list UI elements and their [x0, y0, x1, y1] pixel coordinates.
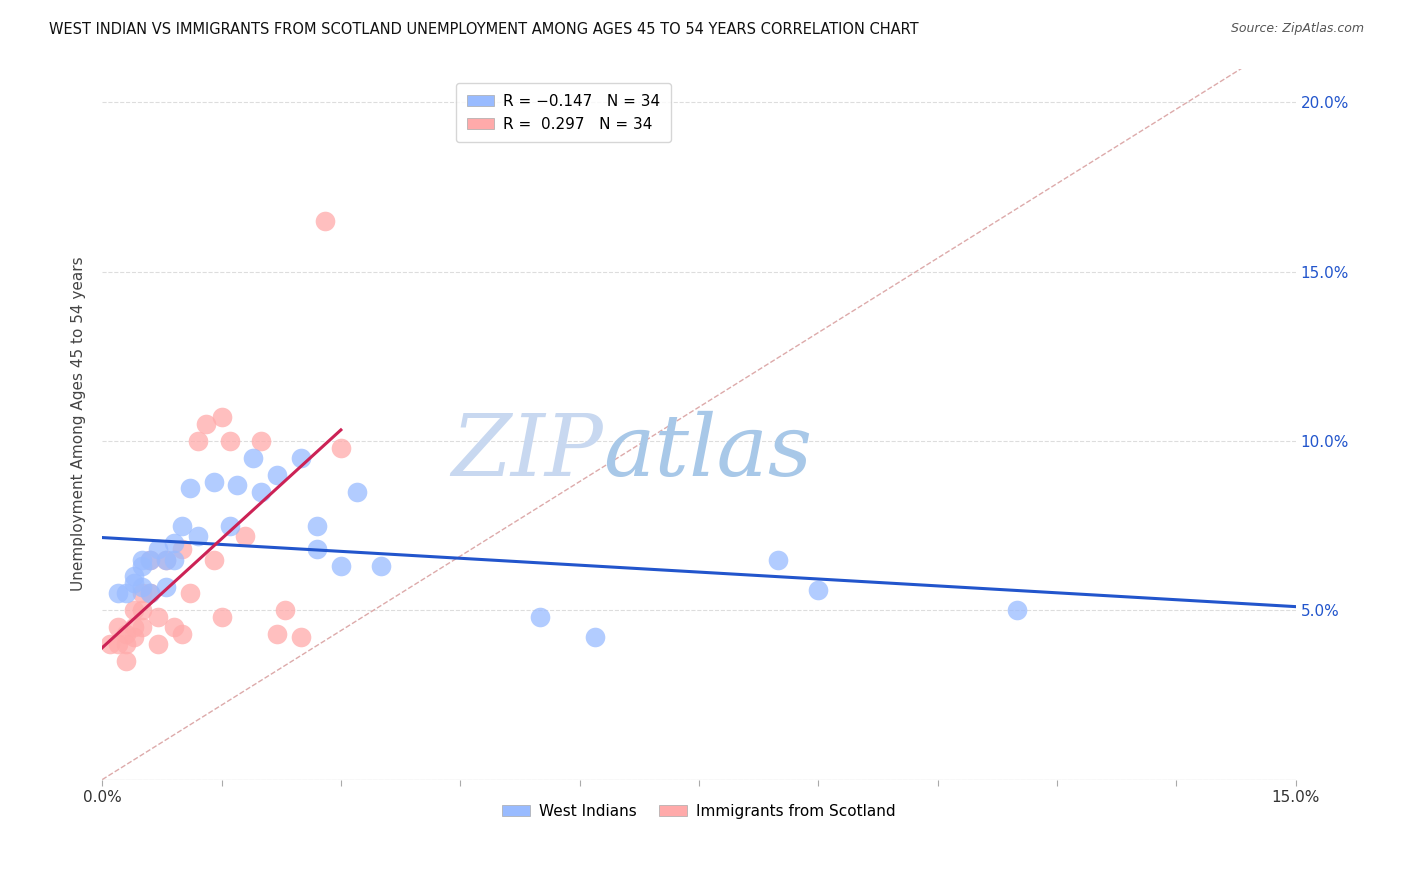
Text: Source: ZipAtlas.com: Source: ZipAtlas.com	[1230, 22, 1364, 36]
Point	[139, 586, 162, 600]
Point	[250, 484, 273, 499]
Point	[131, 559, 153, 574]
Point	[170, 627, 193, 641]
Point	[529, 610, 551, 624]
Point	[139, 552, 162, 566]
Point	[170, 542, 193, 557]
Point	[266, 467, 288, 482]
Point	[115, 637, 138, 651]
Point	[131, 580, 153, 594]
Point	[211, 610, 233, 624]
Point	[1005, 603, 1028, 617]
Point	[218, 434, 240, 448]
Point	[187, 434, 209, 448]
Point	[155, 580, 177, 594]
Point	[122, 576, 145, 591]
Point	[202, 475, 225, 489]
Point	[329, 559, 352, 574]
Point	[139, 586, 162, 600]
Point	[131, 603, 153, 617]
Point	[274, 603, 297, 617]
Point	[170, 518, 193, 533]
Text: WEST INDIAN VS IMMIGRANTS FROM SCOTLAND UNEMPLOYMENT AMONG AGES 45 TO 54 YEARS C: WEST INDIAN VS IMMIGRANTS FROM SCOTLAND …	[49, 22, 920, 37]
Point	[122, 569, 145, 583]
Point	[163, 620, 186, 634]
Point	[807, 582, 830, 597]
Point	[266, 627, 288, 641]
Point	[242, 450, 264, 465]
Point	[115, 586, 138, 600]
Point	[218, 518, 240, 533]
Point	[768, 552, 790, 566]
Y-axis label: Unemployment Among Ages 45 to 54 years: Unemployment Among Ages 45 to 54 years	[72, 257, 86, 591]
Point	[146, 542, 169, 557]
Point	[290, 631, 312, 645]
Point	[226, 478, 249, 492]
Point	[139, 552, 162, 566]
Point	[163, 552, 186, 566]
Text: atlas: atlas	[603, 411, 813, 494]
Point	[131, 620, 153, 634]
Point	[107, 586, 129, 600]
Point	[122, 620, 145, 634]
Point	[202, 552, 225, 566]
Point	[329, 441, 352, 455]
Point	[235, 529, 257, 543]
Point	[211, 410, 233, 425]
Point	[250, 434, 273, 448]
Point	[107, 637, 129, 651]
Point	[194, 417, 217, 431]
Point	[305, 542, 328, 557]
Text: ZIP: ZIP	[451, 411, 603, 494]
Legend: West Indians, Immigrants from Scotland: West Indians, Immigrants from Scotland	[496, 798, 901, 825]
Point	[155, 552, 177, 566]
Point	[115, 627, 138, 641]
Point	[179, 586, 201, 600]
Point	[290, 450, 312, 465]
Point	[187, 529, 209, 543]
Point	[155, 552, 177, 566]
Point	[314, 214, 336, 228]
Point	[305, 518, 328, 533]
Point	[163, 535, 186, 549]
Point	[107, 620, 129, 634]
Point	[146, 637, 169, 651]
Point	[115, 654, 138, 668]
Point	[131, 552, 153, 566]
Point	[179, 482, 201, 496]
Point	[346, 484, 368, 499]
Point	[146, 610, 169, 624]
Point	[370, 559, 392, 574]
Point	[122, 603, 145, 617]
Point	[131, 586, 153, 600]
Point	[98, 637, 121, 651]
Point	[122, 631, 145, 645]
Point	[585, 631, 607, 645]
